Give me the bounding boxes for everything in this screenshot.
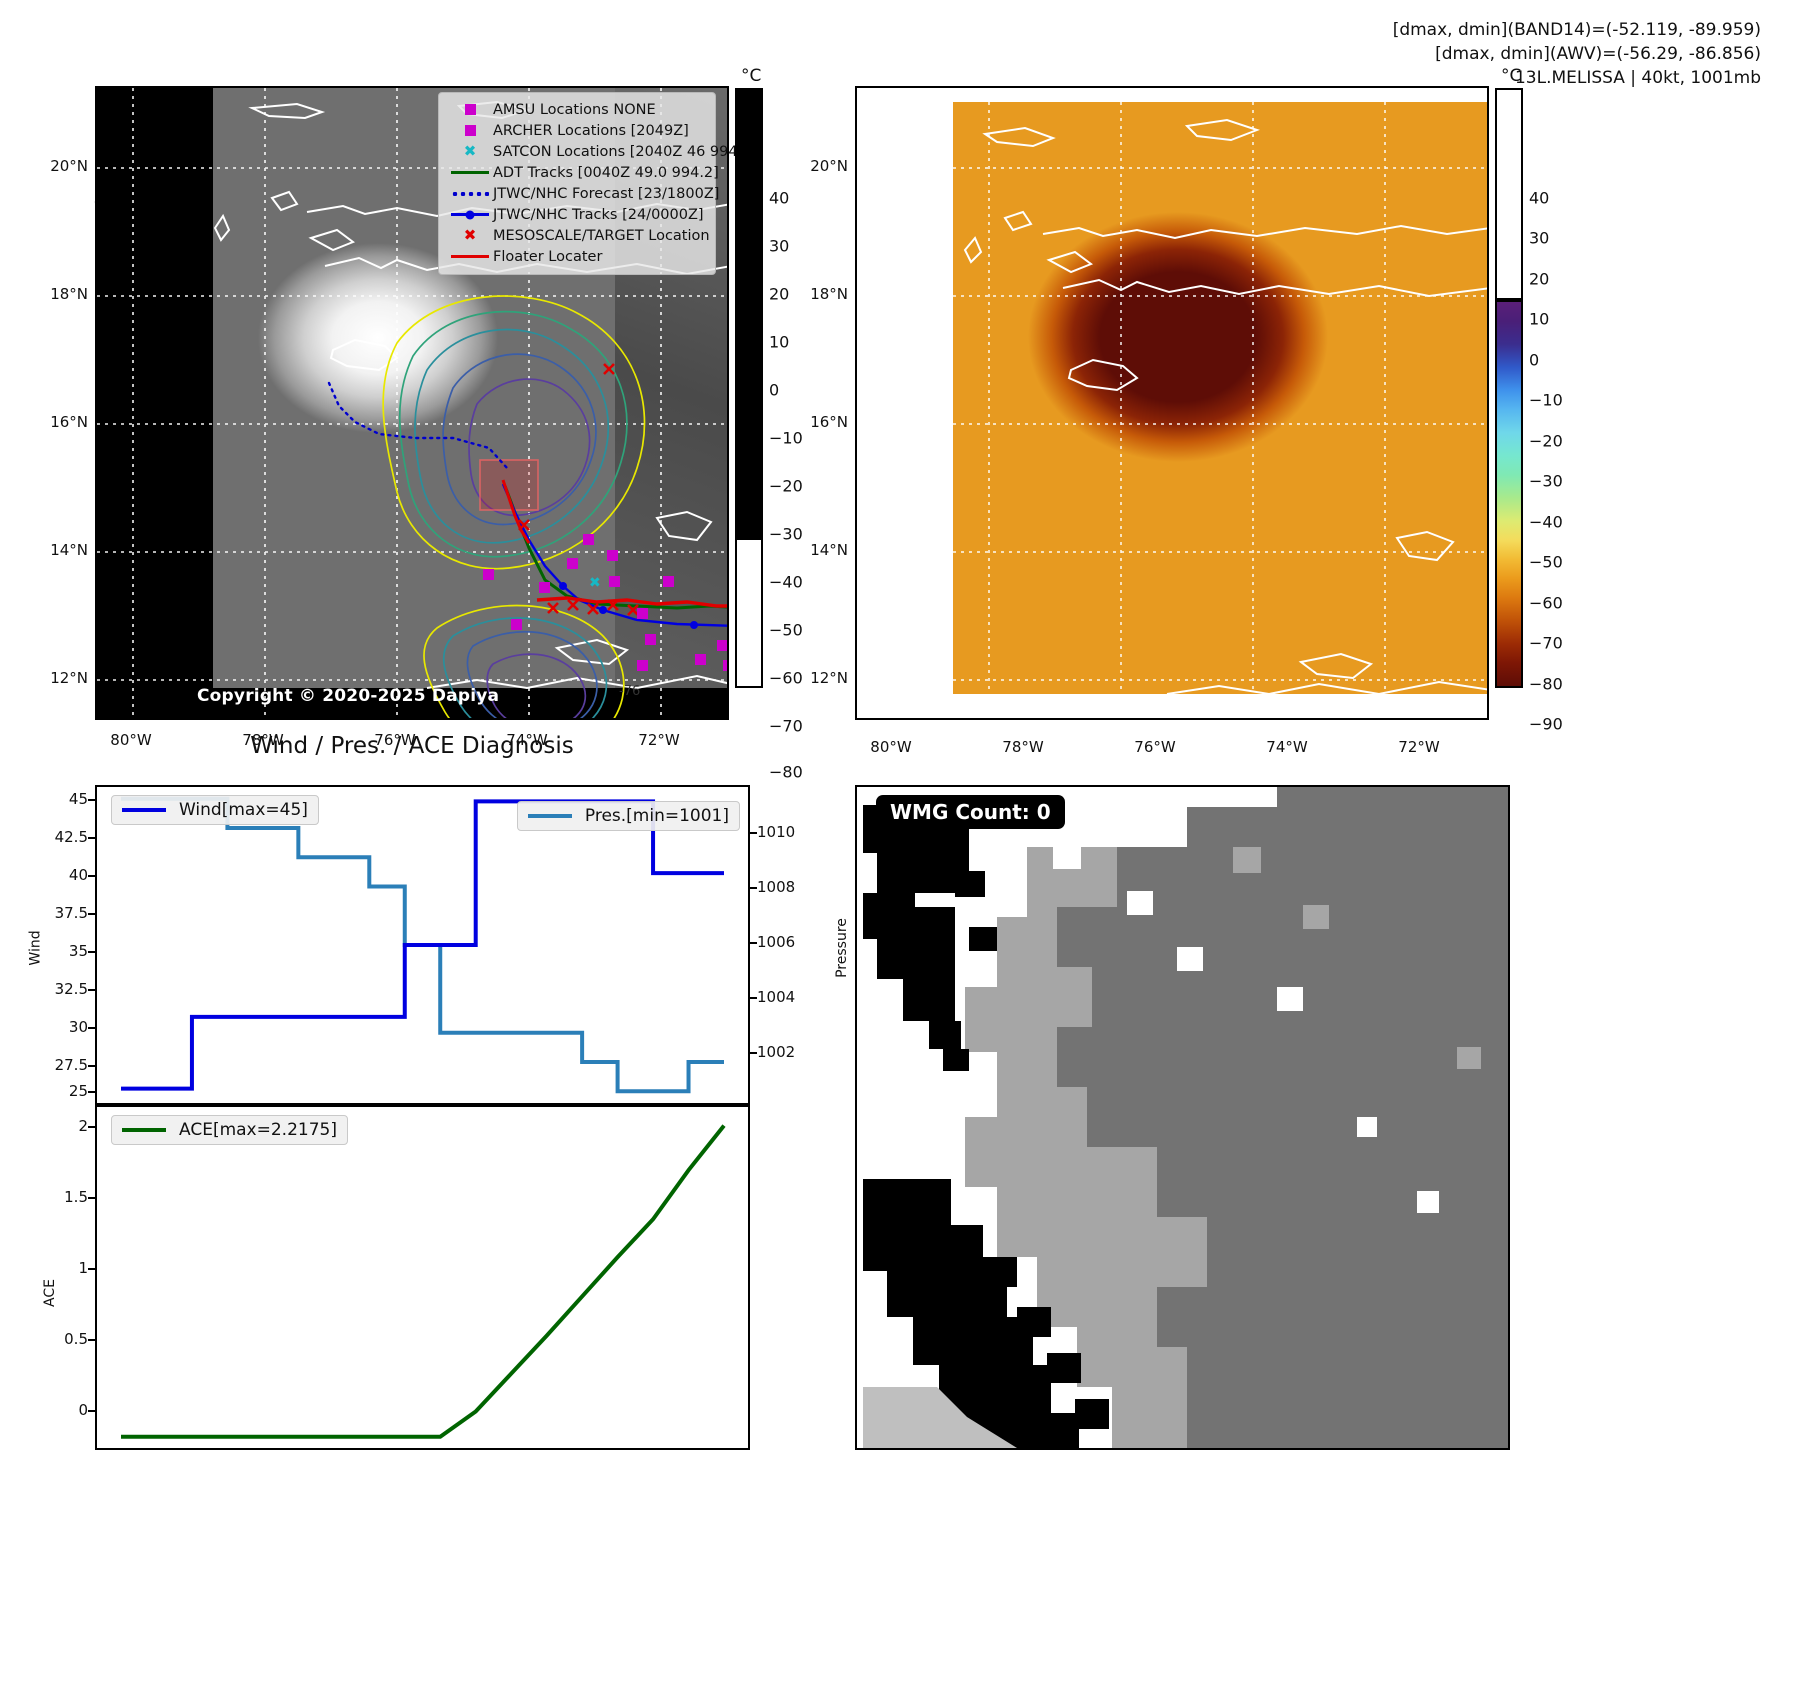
awv-imagery bbox=[953, 102, 1487, 694]
legend-label: JTWC/NHC Tracks [24/0000Z] bbox=[493, 206, 704, 223]
amsu-square-icon bbox=[447, 99, 493, 120]
diagnosis-title: Wind / Pres. / ACE Diagnosis bbox=[250, 733, 574, 759]
ir-colorbar: °C 40 30 20 10 0 −10 −20 −30 −40 −50 −60… bbox=[735, 66, 845, 782]
wmg-map[interactable] bbox=[855, 785, 1510, 1450]
wind-pressure-chart[interactable]: 45 42.5 40 37.5 35 32.5 30 27.5 25 1010 … bbox=[55, 785, 796, 1105]
ace-line bbox=[121, 1124, 726, 1439]
wind-axis-label: Wind bbox=[27, 930, 44, 966]
ace-legend-label: ACE[max=2.2175] bbox=[179, 1120, 337, 1140]
wind-legend[interactable]: Wind[max=45] bbox=[111, 795, 319, 825]
wmg-count-badge: WMG Count: 0 bbox=[876, 795, 1065, 829]
wmg-mask-image bbox=[857, 787, 1508, 1448]
annot-storm-id: 13L.MELISSA | 40kt, 1001mb bbox=[1514, 68, 1761, 89]
satcon-x-icon: ✖ bbox=[463, 142, 477, 160]
copyright-notice: Copyright © 2020-2025 Dapiya bbox=[197, 686, 500, 706]
legend-label: Floater Locater bbox=[493, 248, 603, 265]
ace-chart[interactable]: 2 1.5 1 0.5 0 ACE[max=2.2175] bbox=[64, 1105, 750, 1450]
archer-square-icon bbox=[447, 120, 493, 141]
awv-colorbar: °C 40 30 20 10 0 −10 −20 −30 −40 −50 −60… bbox=[1495, 66, 1615, 734]
awv-satellite-map[interactable] bbox=[855, 86, 1489, 720]
ir-colorbar-units: °C bbox=[741, 66, 762, 86]
ace-line-icon bbox=[122, 1128, 166, 1132]
wind-plot-area: 45 42.5 40 37.5 35 32.5 30 27.5 25 1010 … bbox=[55, 787, 796, 1103]
pressure-legend-label: Pres.[min=1001] bbox=[584, 806, 729, 826]
annot-band14: [dmax, dmin](BAND14)=(-52.119, -89.959) bbox=[1392, 20, 1761, 40]
ir-dark-left-margin bbox=[97, 88, 213, 688]
floater-line-icon bbox=[447, 246, 493, 267]
legend-item-jtwc-forecast[interactable]: JTWC/NHC Forecast [23/1800Z] bbox=[447, 183, 719, 204]
ace-axis-label: ACE bbox=[41, 1279, 58, 1307]
legend-label: ARCHER Locations [2049Z] bbox=[493, 122, 689, 139]
legend-item-adt-tracks[interactable]: ADT Tracks [0040Z 49.0 994.2] bbox=[447, 162, 719, 183]
legend-item-archer[interactable]: ARCHER Locations [2049Z] bbox=[447, 120, 707, 141]
dmax-dmin-annotation: [dmax, dmin](BAND14)=(-52.119, -89.959) … bbox=[1393, 18, 1761, 90]
legend-item-satcon[interactable]: ✖ SATCON Locations [2040Z 46 994] bbox=[447, 141, 744, 162]
mesoscale-x-icon: ✖ bbox=[463, 226, 477, 244]
ace-plot-area: 2 1.5 1 0.5 0 bbox=[64, 1107, 748, 1448]
wind-pressure-lines bbox=[121, 796, 724, 1094]
legend-label: AMSU Locations NONE bbox=[493, 101, 656, 118]
wind-legend-label: Wind[max=45] bbox=[179, 800, 308, 820]
svg-text:✖: ✖ bbox=[589, 575, 601, 591]
ace-legend[interactable]: ACE[max=2.2175] bbox=[111, 1115, 348, 1145]
legend-item-jtwc-tracks[interactable]: JTWC/NHC Tracks [24/0000Z] bbox=[447, 204, 707, 225]
awv-colorbar-units: °C bbox=[1501, 66, 1522, 86]
tracks-line-dot-icon bbox=[447, 204, 493, 225]
pressure-axis-label: Pressure bbox=[833, 918, 850, 978]
legend-item-floater-locater[interactable]: Floater Locater bbox=[447, 246, 707, 267]
map-legend: AMSU Locations NONE ARCHER Locations [20… bbox=[438, 92, 744, 275]
wind-line-icon bbox=[122, 808, 166, 812]
annot-awv: [dmax, dmin](AWV)=(-56.29, -86.856) bbox=[1435, 44, 1761, 65]
legend-label: JTWC/NHC Forecast [23/1800Z] bbox=[493, 185, 720, 202]
legend-label: SATCON Locations [2040Z 46 994] bbox=[493, 143, 744, 160]
awv-overlay-vectors bbox=[953, 102, 1487, 696]
legend-label: MESOSCALE/TARGET Location bbox=[493, 227, 710, 244]
adt-line-icon bbox=[447, 162, 493, 183]
legend-item-amsu[interactable]: AMSU Locations NONE bbox=[447, 99, 707, 120]
legend-item-mesoscale-target[interactable]: ✖ MESOSCALE/TARGET Location bbox=[447, 225, 710, 246]
legend-label: ADT Tracks [0040Z 49.0 994.2] bbox=[493, 164, 719, 181]
pressure-line-icon bbox=[527, 814, 572, 818]
forecast-dotted-line-icon bbox=[447, 183, 493, 204]
pressure-legend[interactable]: Pres.[min=1001] bbox=[516, 801, 740, 831]
svg-text:-76: -76 bbox=[619, 684, 640, 699]
